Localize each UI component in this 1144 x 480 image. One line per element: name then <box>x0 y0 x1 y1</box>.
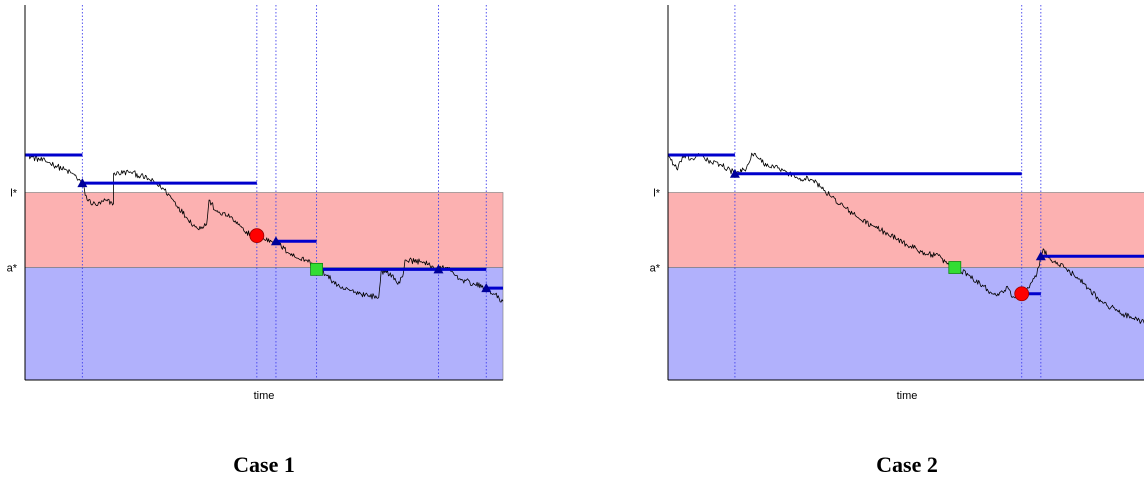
x-axis-label: time <box>897 390 918 402</box>
x-axis-label: time <box>254 390 275 402</box>
chart-panel-case-1: l* a* time <box>7 5 504 402</box>
vertical-marker-lines <box>81 5 487 380</box>
band-1 <box>667 267 1144 381</box>
triangle-marker-3 <box>1035 251 1046 261</box>
price-path-line <box>24 153 504 303</box>
y-tick-label-a-star: a* <box>650 263 661 275</box>
level-segments <box>668 153 1144 296</box>
y-tick-label-l-star: l* <box>10 188 17 200</box>
triangle-marker-0 <box>729 168 740 178</box>
axes <box>24 5 503 381</box>
y-tick-label-a-star: a* <box>7 263 18 275</box>
chart-panel-case-2: l* a* time <box>650 5 1144 402</box>
event-markers <box>729 168 1046 302</box>
vertical-marker-lines <box>734 5 1042 380</box>
price-path <box>24 153 504 303</box>
threshold-bands <box>667 192 1144 381</box>
triangle-marker-0 <box>77 178 88 188</box>
event-markers <box>77 178 492 293</box>
triangle-marker-5 <box>481 283 492 293</box>
square-marker-1 <box>948 261 962 274</box>
level-segments <box>25 153 503 290</box>
caption-case-2: Case 2 <box>876 452 938 477</box>
band-0 <box>24 192 504 268</box>
y-tick-label-l-star: l* <box>653 188 660 200</box>
y-tick-labels: l* a* <box>7 188 18 275</box>
triangle-marker-2 <box>270 236 281 246</box>
triangle-marker-4 <box>433 264 444 274</box>
circle-marker-1 <box>249 228 265 244</box>
price-path <box>667 152 1144 324</box>
band-1 <box>24 267 504 381</box>
circle-marker-2 <box>1014 286 1030 302</box>
axes <box>667 5 1144 381</box>
square-marker-3 <box>310 262 323 276</box>
price-path-line <box>667 152 1144 324</box>
y-tick-labels: l* a* <box>650 188 661 275</box>
threshold-bands <box>24 192 504 381</box>
caption-case-1: Case 1 <box>233 452 295 477</box>
